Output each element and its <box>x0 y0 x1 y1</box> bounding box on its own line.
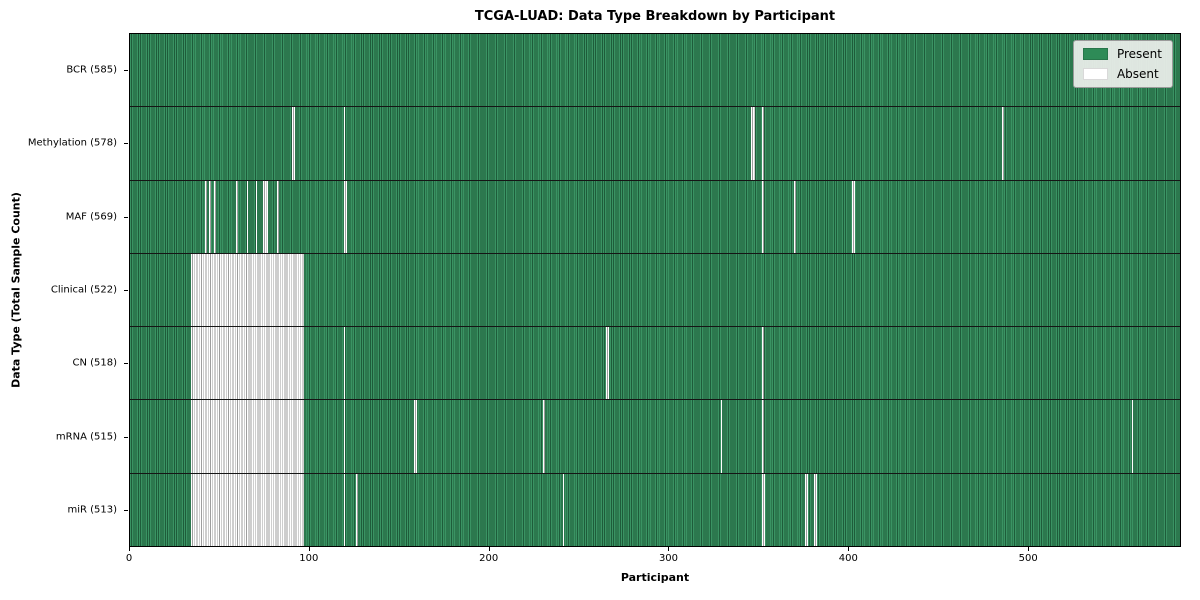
absent-segment <box>343 180 348 253</box>
absent-segment <box>761 400 764 473</box>
absent-segment <box>813 473 818 546</box>
absent-segment <box>761 473 766 546</box>
x-tick-mark <box>129 547 130 551</box>
legend-label-absent: Absent <box>1116 67 1159 81</box>
y-tick-label: MAF (569) <box>65 211 117 223</box>
x-axis-ticks: 0 100 200 300 400 500 <box>125 547 1181 573</box>
x-tick-mark <box>848 547 850 551</box>
x-tick-label: 400 <box>838 553 858 564</box>
y-tick-label: CN (518) <box>72 357 117 369</box>
absent-segment <box>605 327 610 400</box>
absent-segment <box>413 400 418 473</box>
x-axis-label: Participant <box>620 571 690 584</box>
x-tick-label: 0 <box>125 553 133 564</box>
x-tick-mark <box>488 547 490 551</box>
y-tick-mark <box>124 363 128 365</box>
legend-label-present: Present <box>1116 47 1162 61</box>
y-tick-mark <box>124 216 128 218</box>
y-tick-mark <box>124 436 128 438</box>
absent-segment <box>343 400 346 473</box>
legend: Present Absent <box>1072 40 1173 88</box>
absent-segment <box>191 400 305 473</box>
plot-area: Present Absent <box>129 33 1181 547</box>
absent-swatch <box>1082 68 1108 80</box>
absent-segment <box>761 107 764 180</box>
absent-segment <box>214 180 217 253</box>
present-swatch <box>1082 48 1108 60</box>
absent-segment <box>761 180 764 253</box>
y-tick-label: BCR (585) <box>66 64 117 76</box>
absent-segment <box>343 473 346 546</box>
x-tick-mark <box>308 547 310 551</box>
absent-segment <box>720 400 723 473</box>
y-tick-mark <box>124 69 128 71</box>
heatmap-row-methylation <box>130 106 1180 180</box>
absent-segment <box>191 253 305 327</box>
heatmap-row-cn <box>130 326 1180 400</box>
x-tick-label: 500 <box>1018 553 1038 564</box>
y-tick-label: Clinical (522) <box>50 284 117 296</box>
legend-item-present: Present <box>1082 47 1162 61</box>
absent-segment <box>291 107 296 180</box>
absent-segment <box>277 180 279 253</box>
absent-segment <box>1002 107 1005 180</box>
x-tick-mark <box>1028 547 1030 551</box>
y-tick-label: Methylation (578) <box>27 137 117 149</box>
heatmap-row-mrna <box>130 399 1180 473</box>
legend-item-absent: Absent <box>1082 67 1162 81</box>
absent-segment <box>208 180 211 253</box>
absent-segment <box>235 180 238 253</box>
absent-segment <box>751 107 755 180</box>
absent-segment <box>761 327 764 400</box>
absent-segment <box>542 400 545 473</box>
y-tick-mark <box>124 290 128 291</box>
absent-segment <box>191 327 305 400</box>
y-tick-mark <box>124 510 128 512</box>
absent-segment <box>356 473 358 546</box>
chart-title: TCGA-LUAD: Data Type Breakdown by Partic… <box>474 9 836 24</box>
absent-segment <box>343 107 346 180</box>
heatmap-row-maf <box>130 179 1180 253</box>
absent-segment <box>262 180 269 253</box>
absent-segment <box>1131 400 1134 473</box>
absent-segment <box>343 327 346 400</box>
absent-segment <box>246 180 249 253</box>
heatmap-row-clinical <box>130 252 1180 327</box>
x-tick-mark <box>668 547 670 551</box>
y-tick-label: miR (513) <box>67 504 117 516</box>
absent-segment <box>794 180 796 253</box>
y-tick-label: mRNA (515) <box>55 431 117 443</box>
absent-segment <box>205 180 208 253</box>
heatmap-row-mir <box>130 472 1180 546</box>
absent-segment <box>191 473 305 546</box>
absent-segment <box>562 473 565 546</box>
absent-segment <box>851 180 856 253</box>
x-tick-label: 200 <box>479 553 499 564</box>
absent-segment <box>255 180 258 253</box>
y-axis-ticks: BCR (585) Methylation (578) MAF (569) Clini… <box>0 33 129 547</box>
y-tick-mark <box>124 143 128 145</box>
absent-segment <box>804 473 809 546</box>
x-tick-label: 100 <box>299 553 319 564</box>
x-tick-label: 300 <box>658 553 679 564</box>
heatmap-row-bcr <box>130 34 1180 107</box>
